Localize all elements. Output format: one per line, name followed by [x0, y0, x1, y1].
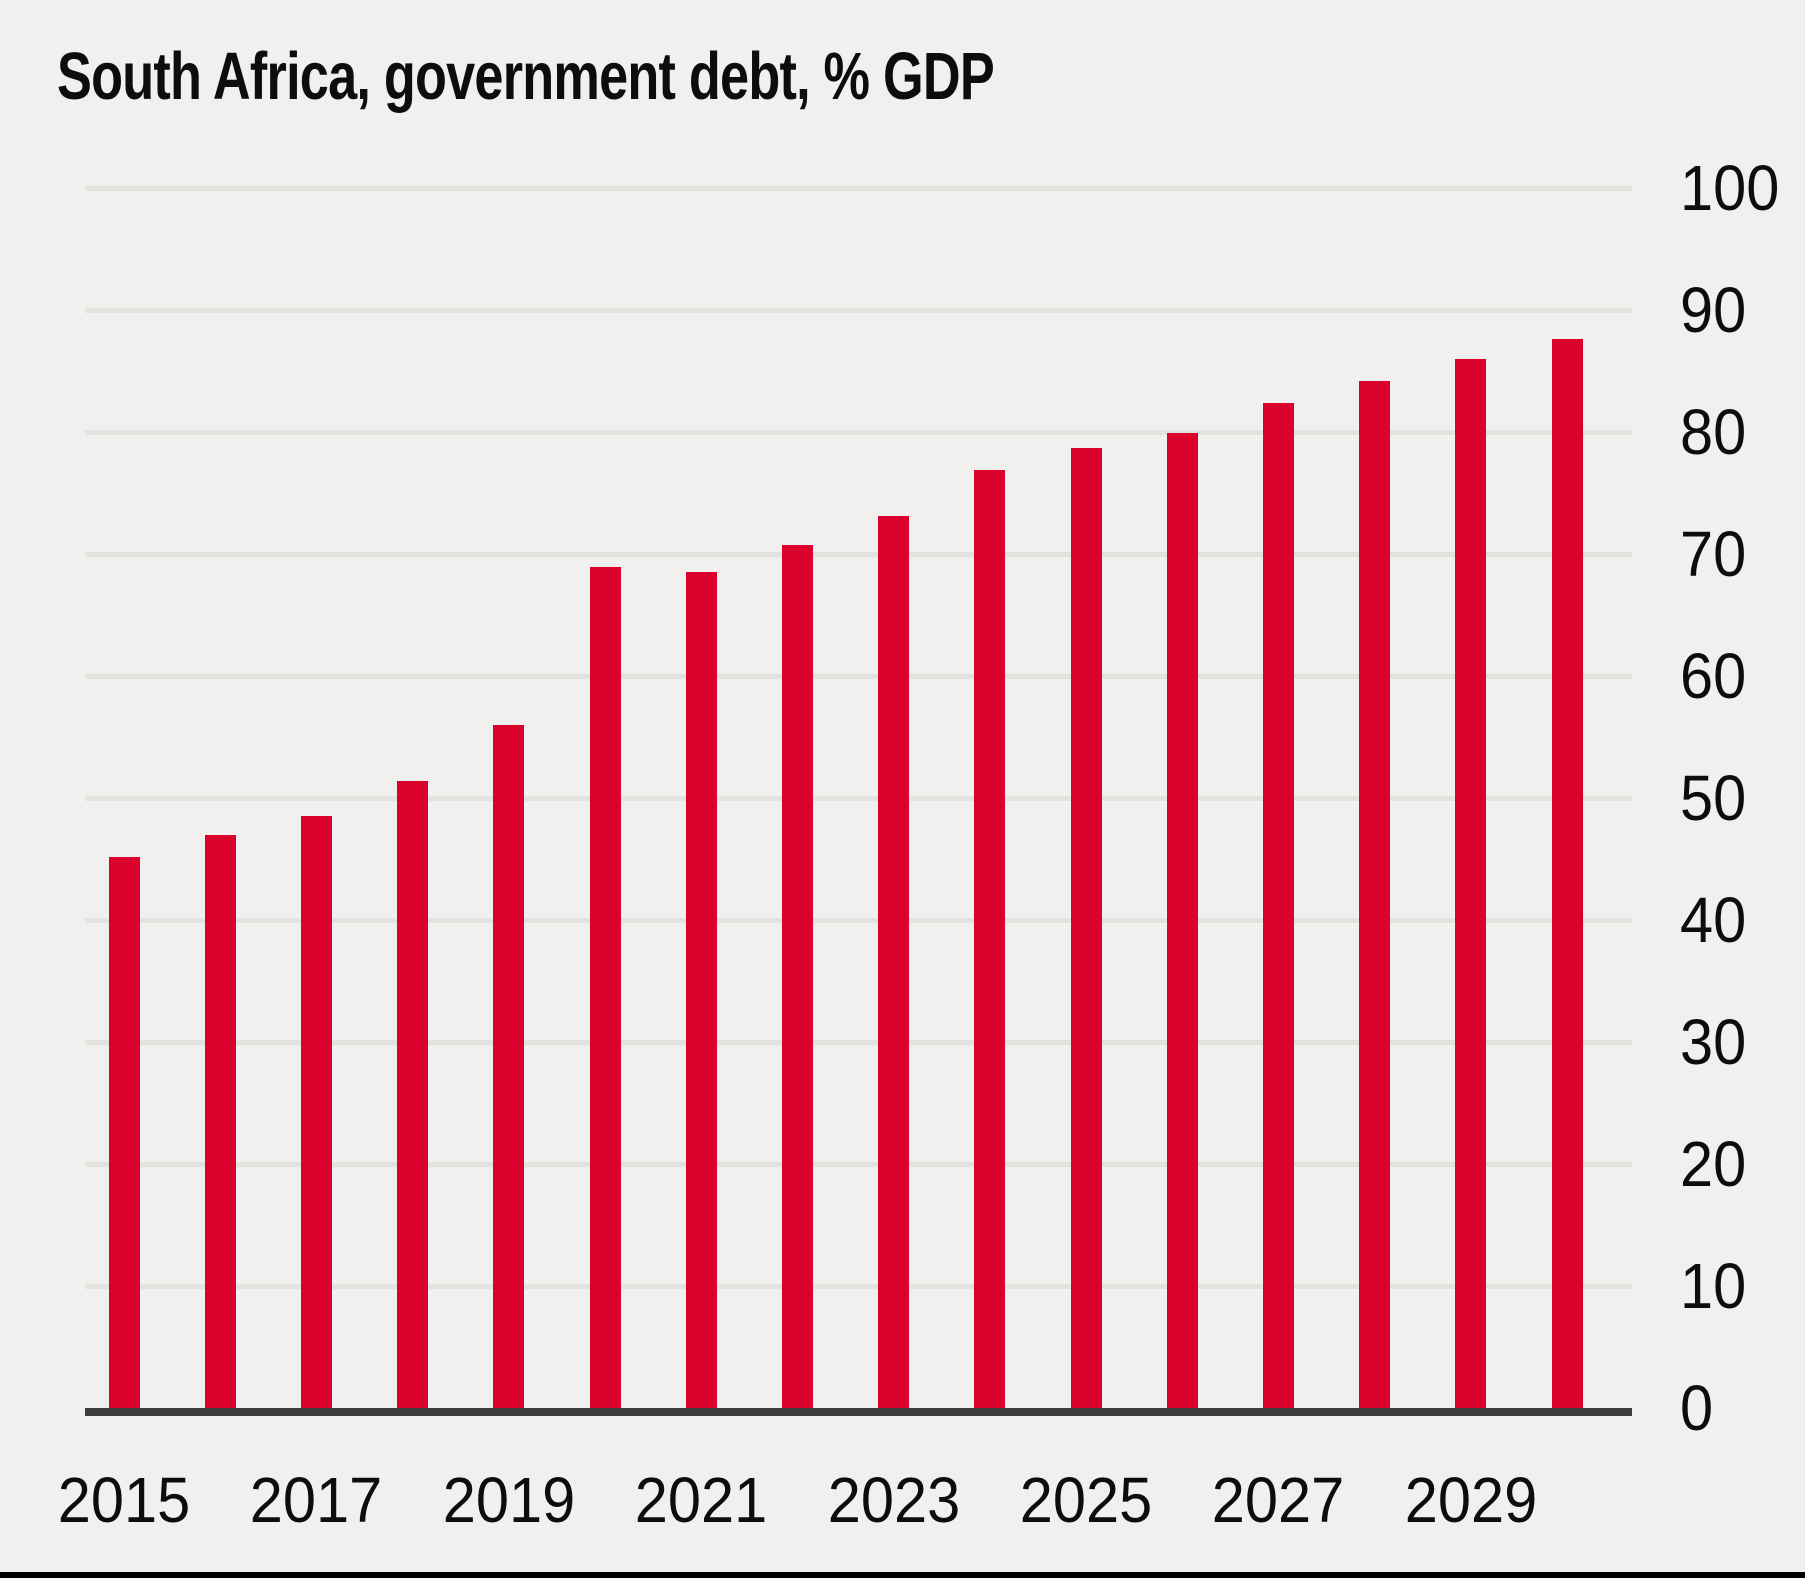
x-axis-label-2027: 2027	[1212, 1464, 1345, 1536]
y-axis-label-20: 20	[1680, 1128, 1747, 1200]
bar-2016	[204, 834, 236, 1408]
gridline-10	[85, 1284, 1632, 1289]
gridline-80	[85, 430, 1632, 435]
bar-2021	[685, 572, 717, 1408]
y-axis-label-80: 80	[1680, 396, 1747, 468]
x-axis-label-2019: 2019	[442, 1464, 576, 1536]
y-axis-label-70: 70	[1680, 518, 1747, 590]
y-axis-label-100: 100	[1680, 152, 1780, 224]
gridline-60	[85, 674, 1632, 679]
gridline-40	[85, 918, 1632, 923]
y-axis-label-40: 40	[1680, 884, 1747, 956]
bar-2030	[1551, 339, 1583, 1408]
x-axis-line	[85, 1408, 1632, 1416]
bar-2027	[1262, 402, 1294, 1408]
y-axis-label-30: 30	[1680, 1006, 1747, 1078]
gridline-100	[85, 186, 1632, 191]
bar-2020	[589, 567, 621, 1408]
chart-title: South Africa, government debt, % GDP	[57, 39, 995, 114]
bar-2029	[1455, 358, 1487, 1408]
plot-area	[85, 150, 1632, 1416]
gridline-30	[85, 1040, 1632, 1045]
bar-2022	[781, 545, 813, 1408]
x-axis-label-2021: 2021	[634, 1464, 768, 1536]
y-axis-label-10: 10	[1680, 1250, 1747, 1322]
x-axis-label-2017: 2017	[250, 1464, 383, 1536]
bar-2026	[1166, 433, 1198, 1408]
bar-2028	[1359, 380, 1391, 1408]
y-axis-label-60: 60	[1680, 640, 1747, 712]
gridline-20	[85, 1162, 1632, 1167]
bar-2018	[397, 780, 429, 1408]
y-axis-label-50: 50	[1680, 762, 1747, 834]
gridline-50	[85, 796, 1632, 801]
x-axis-label-2023: 2023	[827, 1464, 960, 1536]
bar-2015	[108, 856, 140, 1408]
bottom-border	[0, 1572, 1805, 1578]
bar-2023	[878, 516, 910, 1408]
y-axis-label-90: 90	[1680, 274, 1747, 346]
bar-2025	[1070, 447, 1102, 1408]
x-axis-label-2015: 2015	[57, 1464, 191, 1536]
gridline-70	[85, 552, 1632, 557]
gridline-90	[85, 308, 1632, 313]
y-axis-label-0: 0	[1680, 1372, 1714, 1444]
bar-2017	[300, 816, 332, 1408]
bar-2024	[974, 469, 1006, 1408]
x-axis-label-2025: 2025	[1019, 1464, 1153, 1536]
x-axis-label-2029: 2029	[1404, 1464, 1538, 1536]
bar-2019	[493, 724, 525, 1408]
